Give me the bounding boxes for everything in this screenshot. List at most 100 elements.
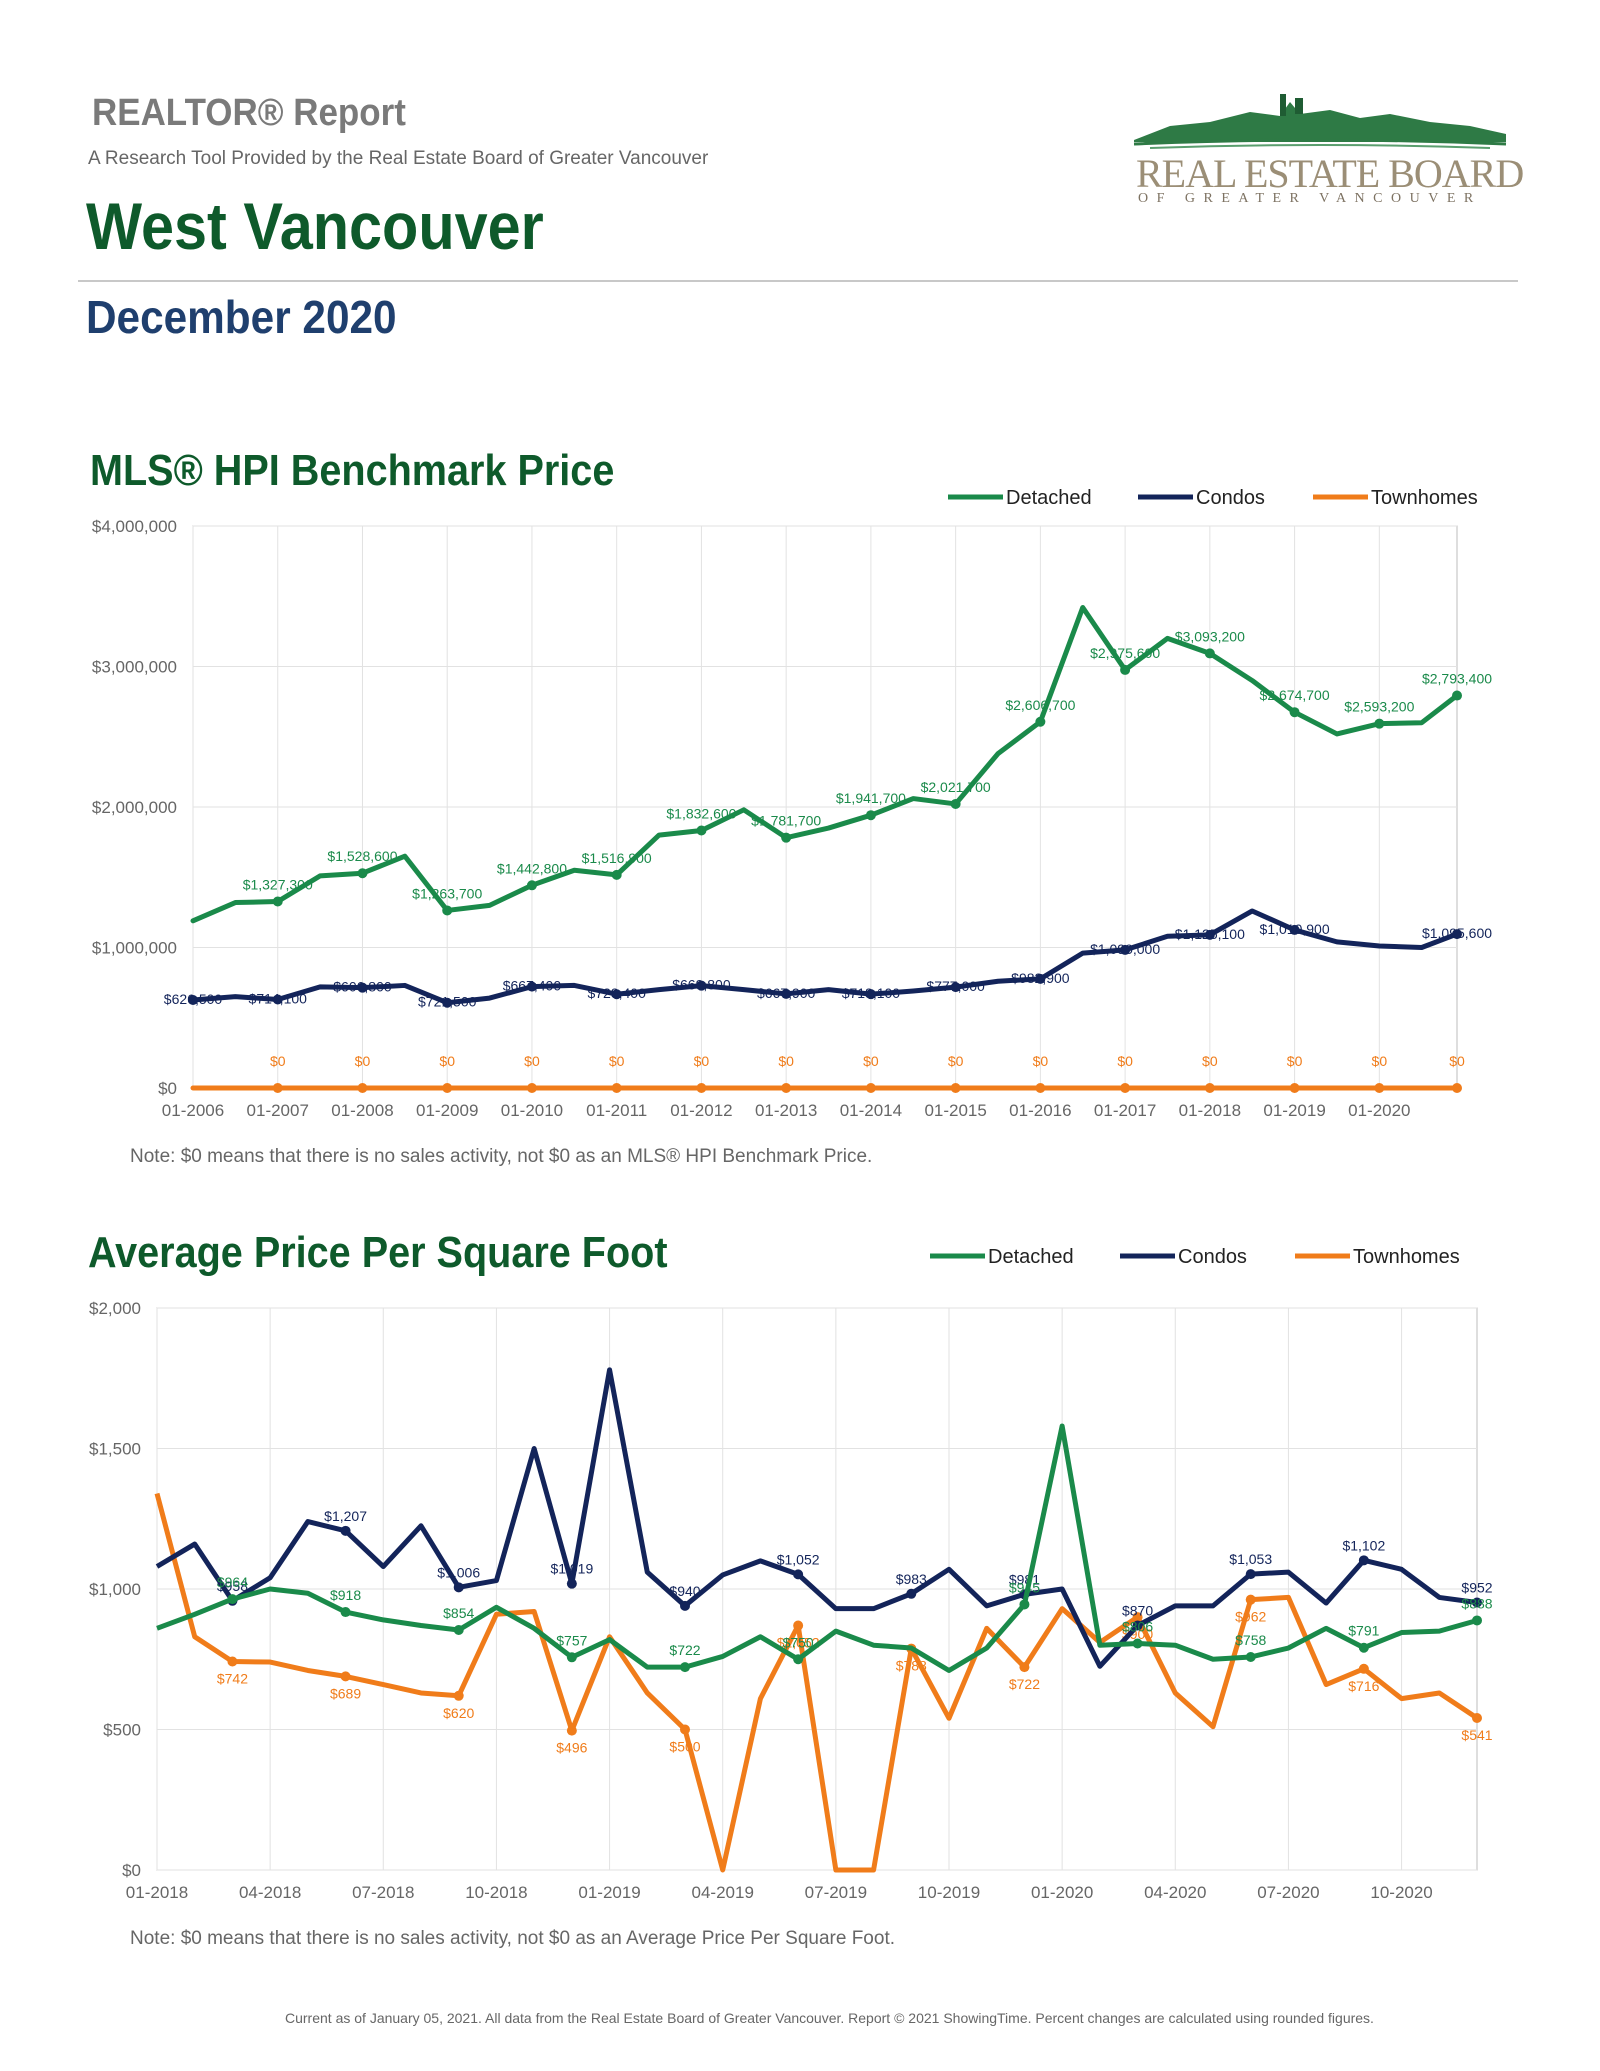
data-label-condos: $1,125,100 bbox=[1175, 926, 1245, 942]
legend-label-townhomes: Townhomes bbox=[1371, 487, 1478, 509]
data-label-townhomes: $541 bbox=[1461, 1727, 1492, 1743]
data-point-detached bbox=[1289, 707, 1300, 718]
data-point-condos bbox=[526, 981, 537, 992]
data-point-condos bbox=[1120, 944, 1131, 955]
x-tick-label: 04-2020 bbox=[1144, 1883, 1206, 1902]
data-point-townhomes bbox=[611, 1083, 622, 1093]
data-label-townhomes: $620 bbox=[443, 1705, 474, 1721]
data-label-condos: $983 bbox=[896, 1571, 927, 1587]
data-point-townhomes bbox=[1132, 1612, 1143, 1623]
legend-label-townhomes: Townhomes bbox=[1353, 1246, 1460, 1268]
data-label-detached: $1,516,900 bbox=[582, 850, 652, 866]
data-point-detached bbox=[272, 896, 283, 907]
y-tick-label: $3,000,000 bbox=[92, 658, 177, 677]
data-label-townhomes: $689 bbox=[330, 1685, 361, 1701]
data-point-detached bbox=[696, 825, 707, 836]
x-tick-label: 10-2020 bbox=[1370, 1883, 1432, 1902]
x-tick-label: 04-2018 bbox=[239, 1883, 301, 1902]
data-label-detached: $750 bbox=[783, 1634, 814, 1650]
data-point-detached bbox=[340, 1607, 351, 1618]
data-label-detached: $854 bbox=[443, 1605, 474, 1621]
data-point-condos bbox=[357, 982, 368, 993]
series-line-detached bbox=[190, 604, 1460, 924]
data-label-townhomes: $1,052 bbox=[777, 1635, 820, 1651]
x-tick-label: 01-2011 bbox=[586, 1101, 647, 1120]
skyline-icon bbox=[1133, 94, 1507, 149]
x-tick-label: 01-2020 bbox=[1031, 1883, 1093, 1902]
data-label-condos: $667,400 bbox=[503, 978, 562, 994]
data-label-townhomes: $0 bbox=[778, 1053, 794, 1069]
chart1-title: MLS® HPI Benchmark Price bbox=[90, 446, 615, 495]
area-name: West Vancouver bbox=[86, 189, 544, 263]
data-label-detached: $918 bbox=[330, 1587, 361, 1603]
data-label-detached: $2,593,200 bbox=[1344, 699, 1414, 715]
x-tick-label: 07-2018 bbox=[352, 1883, 414, 1902]
data-label-detached: $1,263,700 bbox=[412, 885, 482, 901]
data-point-detached bbox=[950, 798, 961, 809]
data-label-condos: $669,800 bbox=[672, 977, 731, 993]
price-per-sqft-chart: 01-2018 04-2018 07-2018 10-2018 01-2019 04-20… bbox=[89, 1246, 1493, 1902]
x-tick-label: 01-2014 bbox=[840, 1101, 902, 1120]
data-label-townhomes: $0 bbox=[355, 1053, 371, 1069]
data-label-townhomes: $0 bbox=[948, 1053, 964, 1069]
data-label-townhomes: $962 bbox=[1235, 1609, 1266, 1625]
data-label-townhomes: $0 bbox=[524, 1053, 540, 1069]
data-point-condos bbox=[340, 1525, 351, 1536]
legend-label-detached: Detached bbox=[1006, 487, 1092, 509]
x-tick-label: 01-2013 bbox=[755, 1101, 817, 1120]
data-label-detached: $1,327,300 bbox=[243, 877, 313, 893]
data-point-townhomes bbox=[227, 1656, 238, 1667]
data-point-townhomes bbox=[950, 1083, 961, 1093]
x-tick-label: 01-2020 bbox=[1348, 1101, 1410, 1120]
data-label-detached: $1,832,600 bbox=[666, 806, 736, 822]
data-label-townhomes: $0 bbox=[1372, 1053, 1388, 1069]
data-point-townhomes bbox=[1245, 1594, 1256, 1605]
data-label-detached: $758 bbox=[1235, 1632, 1266, 1648]
data-point-condos bbox=[566, 1578, 577, 1589]
data-point-detached bbox=[566, 1652, 577, 1663]
data-point-condos bbox=[1245, 1569, 1256, 1580]
data-point-townhomes bbox=[793, 1620, 804, 1631]
data-point-detached bbox=[1120, 664, 1131, 675]
data-label-townhomes: $500 bbox=[669, 1739, 700, 1755]
x-tick-label: 04-2019 bbox=[692, 1883, 754, 1902]
x-tick-label: 01-2018 bbox=[126, 1883, 188, 1902]
logo-tagline: OF GREATER VANCOUVER bbox=[1138, 191, 1482, 206]
data-point-townhomes bbox=[781, 1083, 792, 1093]
chart2-title: Average Price Per Square Foot bbox=[88, 1228, 668, 1277]
data-point-townhomes bbox=[1204, 1083, 1215, 1093]
data-label-detached: $1,528,600 bbox=[327, 848, 397, 864]
report-period: December 2020 bbox=[86, 291, 397, 343]
data-point-condos bbox=[1452, 929, 1462, 940]
x-tick-label: 01-2012 bbox=[670, 1101, 732, 1120]
data-point-condos bbox=[1035, 973, 1046, 984]
data-label-townhomes: $0 bbox=[1117, 1053, 1133, 1069]
data-point-detached bbox=[1358, 1642, 1369, 1653]
data-point-townhomes bbox=[1374, 1083, 1385, 1093]
data-label-townhomes: $0 bbox=[694, 1053, 710, 1069]
data-point-condos bbox=[950, 982, 961, 993]
x-tick-label: 07-2019 bbox=[805, 1883, 867, 1902]
series-line-detached bbox=[156, 1423, 1478, 1673]
data-label-townhomes: $722 bbox=[1009, 1676, 1040, 1692]
data-label-townhomes: $0 bbox=[1202, 1053, 1218, 1069]
data-label-condos: $721,500 bbox=[418, 994, 477, 1010]
data-point-townhomes bbox=[1019, 1662, 1030, 1673]
data-point-townhomes bbox=[453, 1690, 464, 1701]
data-point-townhomes bbox=[526, 1083, 537, 1093]
logo-wordmark: REAL ESTATE BOARD bbox=[1136, 151, 1524, 196]
data-label-detached: $2,793,400 bbox=[1422, 671, 1492, 687]
y-tick-label: $1,500 bbox=[89, 1440, 141, 1459]
data-point-condos bbox=[865, 989, 876, 1000]
data-point-townhomes bbox=[1120, 1083, 1131, 1093]
data-point-condos bbox=[188, 994, 198, 1005]
data-point-detached bbox=[611, 869, 622, 880]
data-point-condos bbox=[793, 1569, 804, 1580]
data-label-townhomes: $0 bbox=[270, 1053, 286, 1069]
x-tick-label: 01-2007 bbox=[247, 1101, 309, 1120]
data-point-townhomes bbox=[1289, 1083, 1300, 1093]
data-label-condos: $1,006 bbox=[437, 1564, 480, 1580]
data-point-condos bbox=[680, 1600, 690, 1611]
data-label-detached: $2,674,700 bbox=[1260, 687, 1330, 703]
data-label-townhomes: $0 bbox=[863, 1053, 879, 1069]
